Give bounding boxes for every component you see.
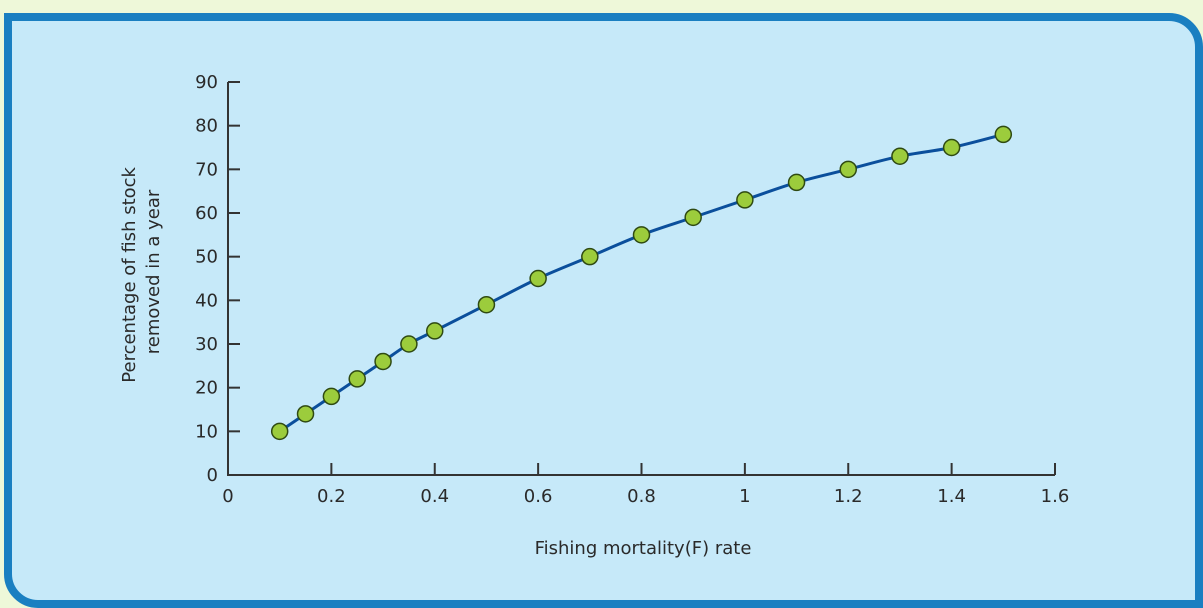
y-tick-label: 60 bbox=[195, 203, 218, 224]
y-axis-ticks: 0 10 20 30 40 50 60 70 80 90 bbox=[195, 72, 240, 486]
y-tick-label: 40 bbox=[195, 290, 218, 311]
chart-panel bbox=[4, 13, 1203, 608]
data-point bbox=[296, 405, 315, 423]
data-point bbox=[374, 352, 392, 371]
data-point bbox=[322, 387, 341, 406]
data-point bbox=[529, 269, 547, 288]
data-point bbox=[994, 125, 1013, 144]
data-point bbox=[684, 208, 702, 227]
data-point bbox=[581, 247, 599, 266]
data-point bbox=[736, 191, 754, 209]
y-axis-title-line-1: Percentage of fish stock bbox=[119, 166, 140, 382]
data-point bbox=[400, 335, 418, 353]
y-tick-label: 30 bbox=[195, 334, 218, 355]
x-tick-label: 1.4 bbox=[937, 486, 966, 507]
x-tick-label: 0.2 bbox=[317, 486, 346, 507]
data-points bbox=[270, 125, 1013, 441]
y-axis-title: Percentage of fish stock removed in a ye… bbox=[119, 161, 164, 382]
x-tick-label: 0.8 bbox=[627, 486, 656, 507]
x-axis-ticks: 0 0.2 0.4 0.6 0.8 1 1.2 1.4 1.6 bbox=[222, 463, 1069, 507]
data-point bbox=[348, 370, 366, 388]
data-point bbox=[632, 226, 651, 244]
data-point bbox=[891, 147, 909, 165]
y-axis-title-line-2: removed in a year bbox=[143, 189, 164, 354]
y-tick-label: 50 bbox=[195, 247, 218, 268]
data-point bbox=[787, 173, 806, 192]
x-tick-label: 0.4 bbox=[420, 486, 449, 507]
x-tick-label: 0.6 bbox=[524, 486, 553, 507]
chart-axes bbox=[227, 82, 1055, 476]
x-tick-label: 1.2 bbox=[834, 486, 863, 507]
y-tick-label: 20 bbox=[195, 378, 218, 399]
data-point bbox=[426, 322, 444, 340]
x-tick-label: 1.6 bbox=[1041, 486, 1070, 507]
data-point bbox=[477, 295, 496, 314]
y-tick-label: 70 bbox=[195, 159, 218, 180]
series-line bbox=[278, 132, 1004, 433]
y-tick-label: 10 bbox=[195, 421, 218, 442]
x-tick-label: 0 bbox=[222, 486, 233, 507]
x-axis-title: Fishing mortality(F) rate bbox=[535, 538, 752, 559]
y-tick-label: 80 bbox=[195, 116, 218, 137]
y-tick-label: 90 bbox=[195, 72, 218, 93]
y-tick-label: 0 bbox=[207, 465, 218, 486]
x-tick-label: 1 bbox=[739, 486, 750, 507]
data-point bbox=[942, 138, 961, 157]
data-point bbox=[839, 160, 857, 179]
data-point bbox=[270, 422, 289, 441]
